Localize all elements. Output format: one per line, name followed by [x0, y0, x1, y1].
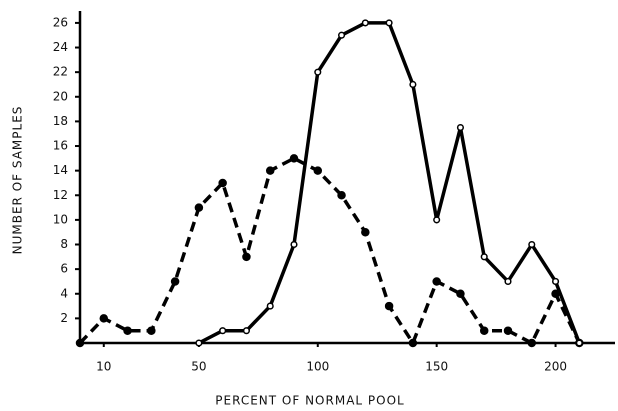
y-tick-label: 20	[53, 89, 68, 103]
data-point	[195, 339, 203, 347]
y-axis-label: NUMBER OF SAMPLES	[11, 106, 25, 255]
y-tick-label: 12	[53, 188, 68, 202]
data-point	[242, 252, 251, 262]
data-point	[409, 80, 417, 89]
data-point	[75, 338, 85, 348]
data-point	[123, 326, 132, 335]
data-point	[314, 68, 322, 76]
x-tick-label: 200	[544, 360, 567, 374]
data-point	[242, 327, 250, 335]
x-tick-label: 10	[96, 360, 111, 374]
data-point	[194, 203, 204, 212]
data-point	[218, 178, 227, 188]
data-point	[456, 124, 464, 132]
data-point	[338, 31, 346, 39]
data-point	[170, 277, 180, 286]
y-tick-label: 10	[53, 212, 68, 226]
series-line	[198, 21, 581, 345]
data-point	[337, 191, 346, 200]
data-point	[433, 216, 441, 224]
data-point	[528, 240, 536, 249]
y-tick-label: 18	[53, 114, 68, 128]
data-point	[361, 227, 370, 237]
data-point	[266, 302, 274, 310]
y-tick-label: 22	[53, 65, 68, 79]
y-tick-label: 4	[60, 286, 68, 300]
data-point	[265, 166, 275, 175]
data-point	[219, 327, 227, 335]
data-point	[313, 166, 323, 175]
data-point	[527, 338, 537, 348]
x-axis-label: PERCENT OF NORMAL POOL	[215, 394, 404, 408]
y-tick-label: 16	[53, 139, 68, 153]
data-point	[504, 277, 512, 285]
x-tick-label: 150	[425, 360, 448, 374]
data-point	[408, 338, 418, 348]
data-point	[480, 253, 488, 261]
y-tick-label: 8	[60, 237, 68, 251]
data-point	[503, 326, 513, 335]
data-point	[575, 339, 583, 347]
data-point	[432, 277, 441, 286]
y-tick-label: 2	[60, 311, 68, 325]
data-point	[456, 289, 465, 299]
data-point	[552, 277, 560, 285]
y-tick-label: 26	[53, 15, 68, 29]
data-point	[384, 301, 394, 311]
x-tick-label: 100	[306, 360, 329, 374]
x-tick-label: 50	[191, 360, 206, 374]
y-tick-label: 14	[53, 163, 68, 177]
data-point	[479, 326, 489, 335]
data-point	[361, 19, 369, 27]
y-tick-label: 24	[53, 40, 68, 54]
data-point	[99, 314, 109, 323]
data-point	[290, 240, 298, 249]
data-point	[147, 326, 156, 335]
data-point	[289, 154, 299, 163]
series-line	[78, 156, 581, 345]
data-point	[385, 19, 393, 27]
y-tick-label: 6	[60, 262, 68, 276]
